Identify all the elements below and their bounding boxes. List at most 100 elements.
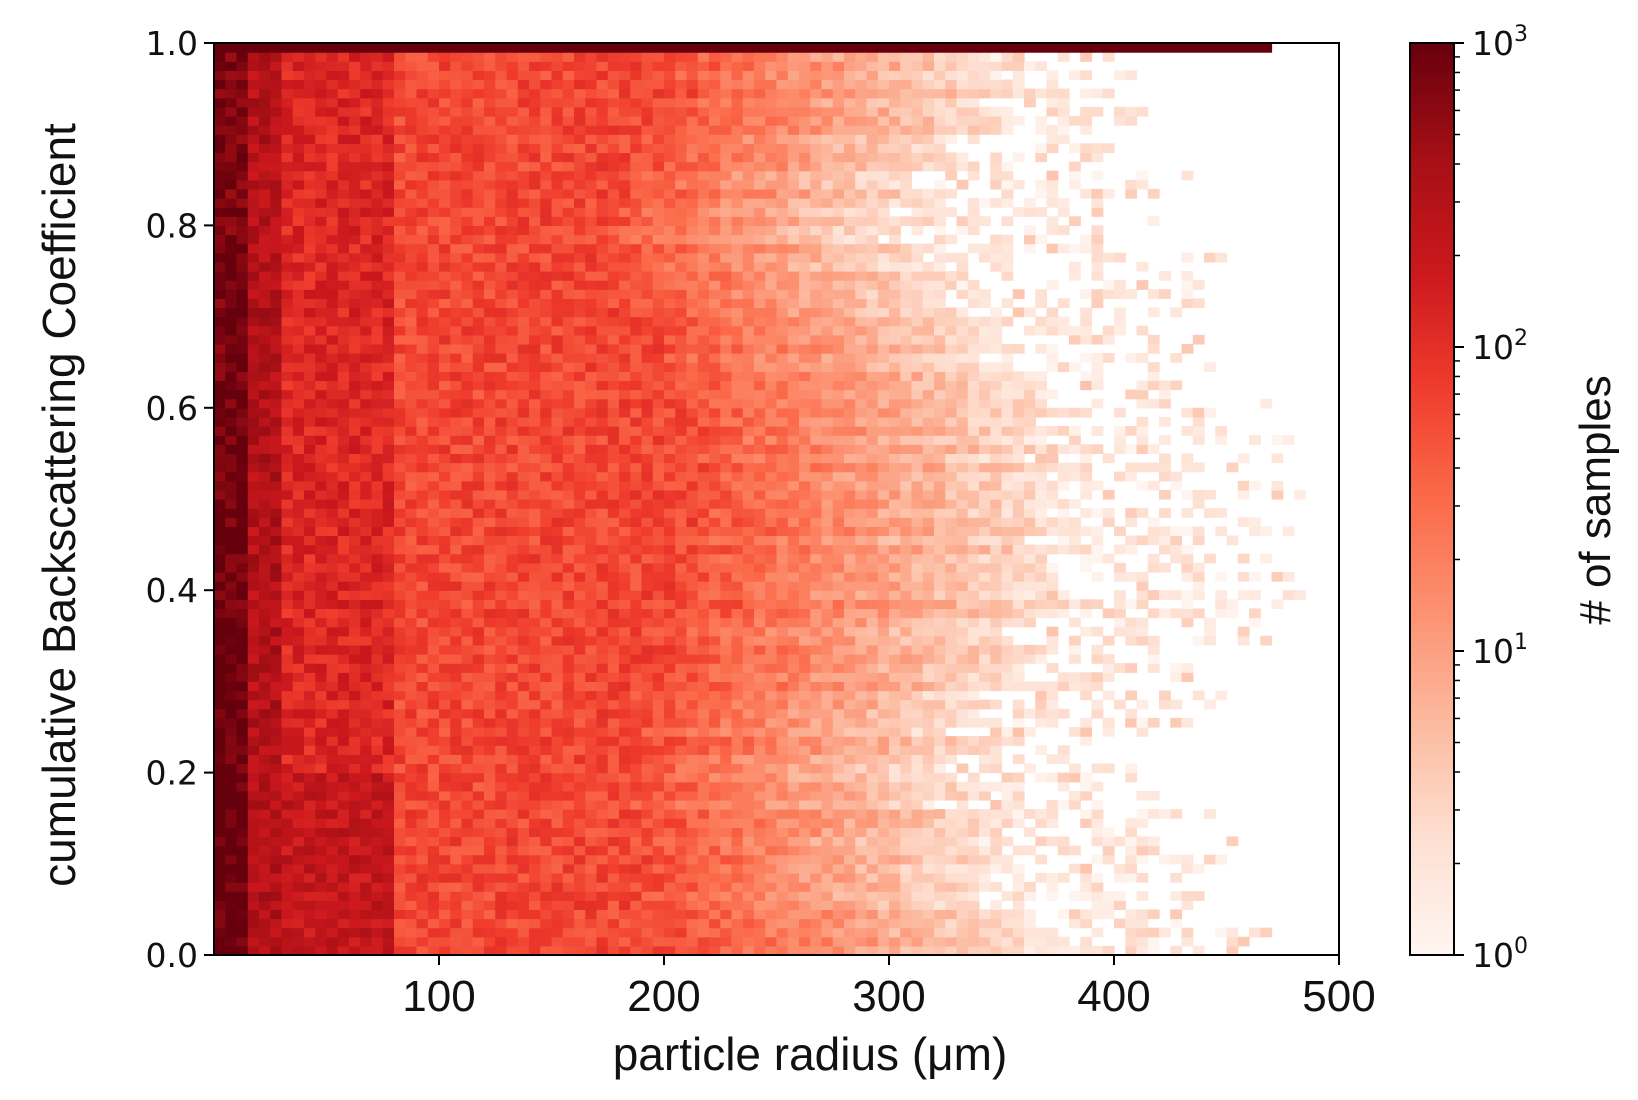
heatmap-cell bbox=[450, 654, 463, 664]
heatmap-cell bbox=[270, 453, 283, 464]
heatmap-cell bbox=[484, 827, 496, 838]
heatmap-cell bbox=[1080, 407, 1093, 418]
heatmap-cell bbox=[652, 936, 665, 947]
heatmap-cell bbox=[495, 654, 508, 664]
heatmap-cell bbox=[540, 909, 553, 920]
heatmap-cell bbox=[1069, 526, 1081, 537]
heatmap-cell bbox=[697, 727, 710, 737]
heatmap-cell bbox=[405, 681, 418, 692]
heatmap-cell bbox=[877, 891, 890, 901]
heatmap-cell bbox=[731, 571, 744, 582]
heatmap-cell bbox=[1136, 599, 1149, 610]
heatmap-cell bbox=[1159, 489, 1171, 500]
heatmap-cell bbox=[585, 626, 598, 637]
heatmap-cell bbox=[337, 389, 350, 400]
heatmap-cell bbox=[304, 444, 316, 454]
heatmap-cell bbox=[1102, 827, 1115, 838]
heatmap-cell bbox=[472, 480, 485, 491]
heatmap-cell bbox=[1069, 799, 1081, 810]
heatmap-cell bbox=[709, 517, 721, 527]
heatmap-cell bbox=[652, 818, 665, 828]
heatmap-cell bbox=[1024, 763, 1036, 774]
heatmap-cell bbox=[247, 626, 260, 637]
heatmap-cell bbox=[709, 854, 721, 865]
heatmap-cell bbox=[427, 772, 440, 783]
heatmap-cell bbox=[371, 416, 384, 427]
heatmap-cell bbox=[405, 763, 418, 774]
heatmap-cell bbox=[247, 863, 260, 874]
heatmap-cell bbox=[675, 927, 688, 938]
heatmap-cell bbox=[259, 772, 271, 783]
heatmap-cell bbox=[731, 426, 744, 436]
heatmap-cell bbox=[427, 872, 440, 883]
heatmap-cell bbox=[416, 836, 429, 847]
heatmap-cell bbox=[326, 535, 339, 546]
heatmap-cell bbox=[315, 799, 328, 810]
heatmap-cell bbox=[821, 799, 834, 810]
heatmap-cell bbox=[776, 499, 789, 509]
heatmap-cell bbox=[990, 535, 1003, 546]
heatmap-cell bbox=[214, 635, 226, 646]
heatmap-cell bbox=[1046, 708, 1059, 719]
heatmap-cell bbox=[664, 708, 676, 719]
heatmap-cell bbox=[1046, 581, 1059, 591]
heatmap-cell bbox=[270, 626, 283, 637]
heatmap-cell bbox=[630, 909, 643, 920]
heatmap-cell bbox=[607, 781, 620, 792]
heatmap-cell bbox=[709, 790, 721, 801]
heatmap-cell bbox=[934, 882, 946, 892]
heatmap-cell bbox=[731, 681, 744, 692]
heatmap-cell bbox=[1012, 608, 1025, 619]
heatmap-cell bbox=[281, 471, 294, 482]
heatmap-cell bbox=[630, 535, 643, 546]
heatmap-cell bbox=[315, 553, 328, 564]
heatmap-cell bbox=[360, 663, 373, 673]
heatmap-cell bbox=[247, 453, 260, 464]
heatmap-cell bbox=[461, 927, 474, 938]
heatmap-cell bbox=[821, 754, 834, 765]
heatmap-cell bbox=[754, 608, 766, 619]
heatmap-cell bbox=[641, 571, 654, 582]
heatmap-cell bbox=[472, 489, 485, 500]
heatmap-cell bbox=[1057, 499, 1070, 509]
heatmap-cell bbox=[461, 854, 474, 865]
heatmap-cell bbox=[506, 508, 519, 518]
heatmap-cell bbox=[1001, 499, 1014, 509]
heatmap-cell bbox=[371, 809, 384, 819]
heatmap-cell bbox=[787, 517, 800, 527]
heatmap-cell bbox=[765, 900, 778, 910]
heatmap-cell bbox=[360, 526, 373, 537]
heatmap-cell bbox=[326, 544, 339, 555]
heatmap-cell bbox=[877, 845, 890, 856]
heatmap-cell bbox=[619, 480, 631, 491]
heatmap-cell bbox=[1046, 836, 1059, 847]
heatmap-cell bbox=[551, 435, 564, 445]
heatmap-cell bbox=[360, 799, 373, 810]
heatmap-cell bbox=[281, 845, 294, 856]
heatmap-cell bbox=[675, 754, 688, 765]
heatmap-cell bbox=[754, 626, 766, 637]
heatmap-cell bbox=[967, 644, 980, 655]
heatmap-cell bbox=[832, 809, 845, 819]
heatmap-cell bbox=[607, 717, 620, 728]
heatmap-cell bbox=[1181, 462, 1194, 473]
heatmap-cell bbox=[956, 882, 969, 892]
heatmap-cell bbox=[855, 635, 868, 646]
heatmap-cell bbox=[754, 854, 766, 865]
heatmap-cell bbox=[461, 799, 474, 810]
heatmap-cell bbox=[247, 407, 260, 418]
heatmap-cell bbox=[247, 663, 260, 673]
heatmap-cell bbox=[1170, 608, 1183, 619]
heatmap-cell bbox=[1046, 681, 1059, 692]
heatmap-cell bbox=[922, 416, 935, 427]
heatmap-cell bbox=[675, 581, 688, 591]
heatmap-cell bbox=[1001, 571, 1014, 582]
heatmap-cell bbox=[686, 863, 699, 874]
heatmap-cell bbox=[360, 480, 373, 491]
heatmap-cell bbox=[394, 745, 406, 755]
heatmap-cell bbox=[1080, 553, 1093, 564]
heatmap-cell bbox=[911, 489, 924, 500]
heatmap-cell bbox=[607, 909, 620, 920]
heatmap-cell bbox=[765, 663, 778, 673]
heatmap-cell bbox=[765, 790, 778, 801]
